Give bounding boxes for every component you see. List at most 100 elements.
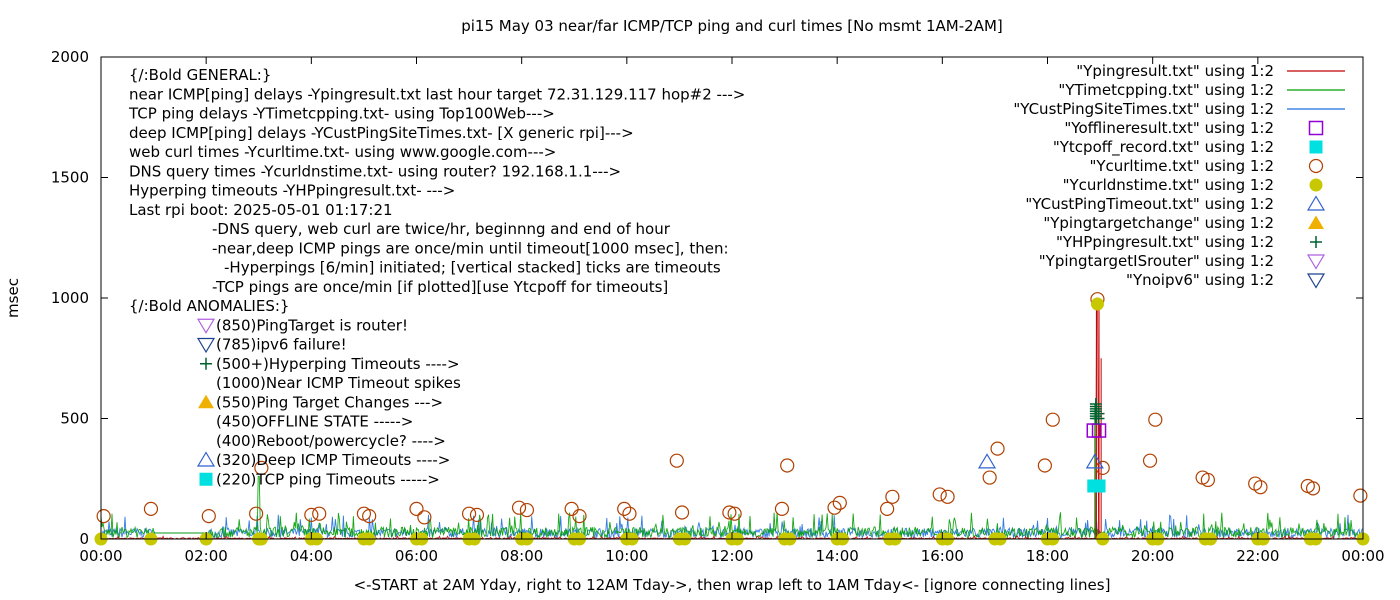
y-tick-label: 1500 [51, 169, 89, 187]
legend-label: "Ytcpoff_record.txt" using 1:2 [1053, 138, 1274, 157]
data-point [96, 509, 111, 524]
data-point [572, 509, 587, 524]
data-point [1089, 398, 1102, 411]
legend-marker [1309, 178, 1323, 192]
annotation-line: Last rpi boot: 2025-05-01 01:17:21 [129, 201, 393, 219]
annotation-line: near ICMP[ping] delays -Ypingresult.txt … [129, 85, 745, 103]
annotation-line: Hyperping timeouts -YHPpingresult.txt- -… [129, 182, 455, 200]
data-point [932, 487, 947, 502]
data-point [622, 506, 637, 521]
data-point [1045, 412, 1060, 427]
y-tick-label: 0 [79, 530, 89, 548]
legend-label: "YHPpingresult.txt" using 1:2 [1056, 233, 1274, 251]
data-point [1092, 407, 1105, 420]
data-point [827, 500, 842, 515]
x-tick-label: 04:00 [290, 547, 333, 565]
annotation-line: -TCP pings are once/min [if plotted][use… [212, 278, 668, 296]
data-point [1305, 481, 1321, 496]
legend-label: "YpingtargetISrouter" using 1:2 [1039, 252, 1274, 270]
annotation-line: deep ICMP[ping] delays -YCustPingSiteTim… [129, 124, 634, 142]
annotation-marker [200, 357, 212, 370]
annotation-line: (450)OFFLINE STATE -----> [216, 413, 413, 431]
data-point [304, 507, 319, 523]
data-point [201, 509, 216, 524]
chart-title: pi15 May 03 near/far ICMP/TCP ping and c… [461, 17, 1003, 35]
data-point [727, 506, 742, 521]
annotation-line: {/:Bold GENERAL:} [129, 66, 271, 84]
legend-label: "Ycurldnstime.txt" using 1:2 [1063, 176, 1274, 194]
annotation-line: (400)Reboot/powercycle? ----> [216, 432, 446, 450]
legend-label: "YCustPingSiteTimes.txt" using 1:2 [1013, 100, 1274, 118]
annotation-line: {/:Bold ANOMALIES:} [129, 297, 289, 315]
annotation-line: DNS query times -Ycurldnstime.txt- using… [129, 162, 621, 180]
x-tick-label: 08:00 [500, 547, 543, 565]
data-point [940, 489, 955, 504]
axis-ticks: 00:00 02:00 04:00 06:00 08:00 10:00 12:00 14:00… [51, 48, 1385, 565]
annotation-line: (550)Ping Target Changes ---> [216, 393, 443, 411]
data-point [249, 506, 264, 521]
data-point [519, 502, 535, 518]
annotation-line: -near,deep ICMP pings are once/min until… [212, 239, 729, 257]
annotation-line: (320)Deep ICMP Timeouts ----> [216, 451, 450, 469]
annotation-line: web curl times -Ycurltime.txt- using www… [129, 143, 556, 161]
annotation-line: (850)PingTarget is router! [216, 316, 408, 334]
data-point [780, 458, 795, 473]
data-point [722, 505, 737, 520]
data-point [564, 501, 579, 516]
legend-marker [1306, 273, 1326, 289]
data-point [461, 506, 477, 521]
y-tick-label: 1000 [51, 289, 89, 307]
annotation-line: -Hyperpings [6/min] initiated; [vertical… [224, 259, 721, 277]
annotation-line: (1000)Near ICMP Timeout spikes [216, 374, 461, 392]
data-point [617, 501, 632, 516]
legend-label: "YCustPingTimeout.txt" using 1:2 [1025, 195, 1274, 213]
legend-marker [1310, 236, 1322, 248]
legend-label: "Yofflineresult.txt" using 1:2 [1064, 119, 1274, 137]
data-point [1142, 453, 1158, 468]
data-point [982, 470, 997, 485]
data-point [254, 460, 269, 476]
x-tick-label: 18:00 [1026, 547, 1069, 565]
x-tick-label: 22:00 [1236, 547, 1279, 565]
data-point [1148, 412, 1163, 427]
data-point [312, 506, 327, 521]
data-point [1253, 480, 1268, 495]
legend-label: "Ypingtargetchange" using 1:2 [1043, 214, 1274, 232]
x-tick-label: 00:00 [1341, 547, 1384, 565]
legend: "Ypingresult.txt" using 1:2"YTimetcpping… [1013, 62, 1345, 289]
data-point [469, 507, 485, 523]
data-point [1092, 479, 1106, 493]
legend-label: "Ypingresult.txt" using 1:2 [1076, 62, 1274, 80]
data-point [674, 505, 690, 520]
annotation-line: (500+)Hyperping Timeouts ----> [216, 355, 460, 373]
x-tick-label: 06:00 [395, 547, 438, 565]
data-point [409, 501, 424, 516]
annotation-marker [199, 472, 213, 486]
legend-marker [1309, 140, 1323, 154]
data-point [774, 501, 790, 516]
x-tick-label: 10:00 [605, 547, 648, 565]
legend-marker [1308, 158, 1324, 174]
data-point [669, 453, 684, 468]
annotations: {/:Bold GENERAL:}near ICMP[ping] delays … [128, 66, 745, 488]
annotation-marker [198, 394, 214, 409]
plot-area [94, 292, 1370, 546]
x-tick-label: 16:00 [921, 547, 964, 565]
legend-marker [1306, 195, 1326, 211]
data-point [885, 489, 900, 504]
data-point [880, 501, 895, 516]
x-tick-label: 00:00 [79, 547, 122, 565]
annotation-line: (785)ipv6 failure! [216, 336, 347, 354]
annotation-line: (220)TCP ping Timeouts -----> [216, 470, 440, 488]
data-point [143, 501, 159, 516]
y-tick-label: 2000 [51, 48, 89, 66]
annotation-line: -DNS query, web curl are twice/hr, begin… [212, 220, 671, 238]
x-axis-label: <-START at 2AM Yday, right to 12AM Tday-… [354, 576, 1111, 594]
data-point [1200, 472, 1215, 488]
data-point [1037, 458, 1052, 473]
annotation-line: TCP ping delays -YTimetcpping.txt- using… [128, 105, 555, 123]
data-point [1085, 453, 1104, 469]
x-tick-label: 12:00 [710, 547, 753, 565]
x-tick-label: 14:00 [816, 547, 859, 565]
